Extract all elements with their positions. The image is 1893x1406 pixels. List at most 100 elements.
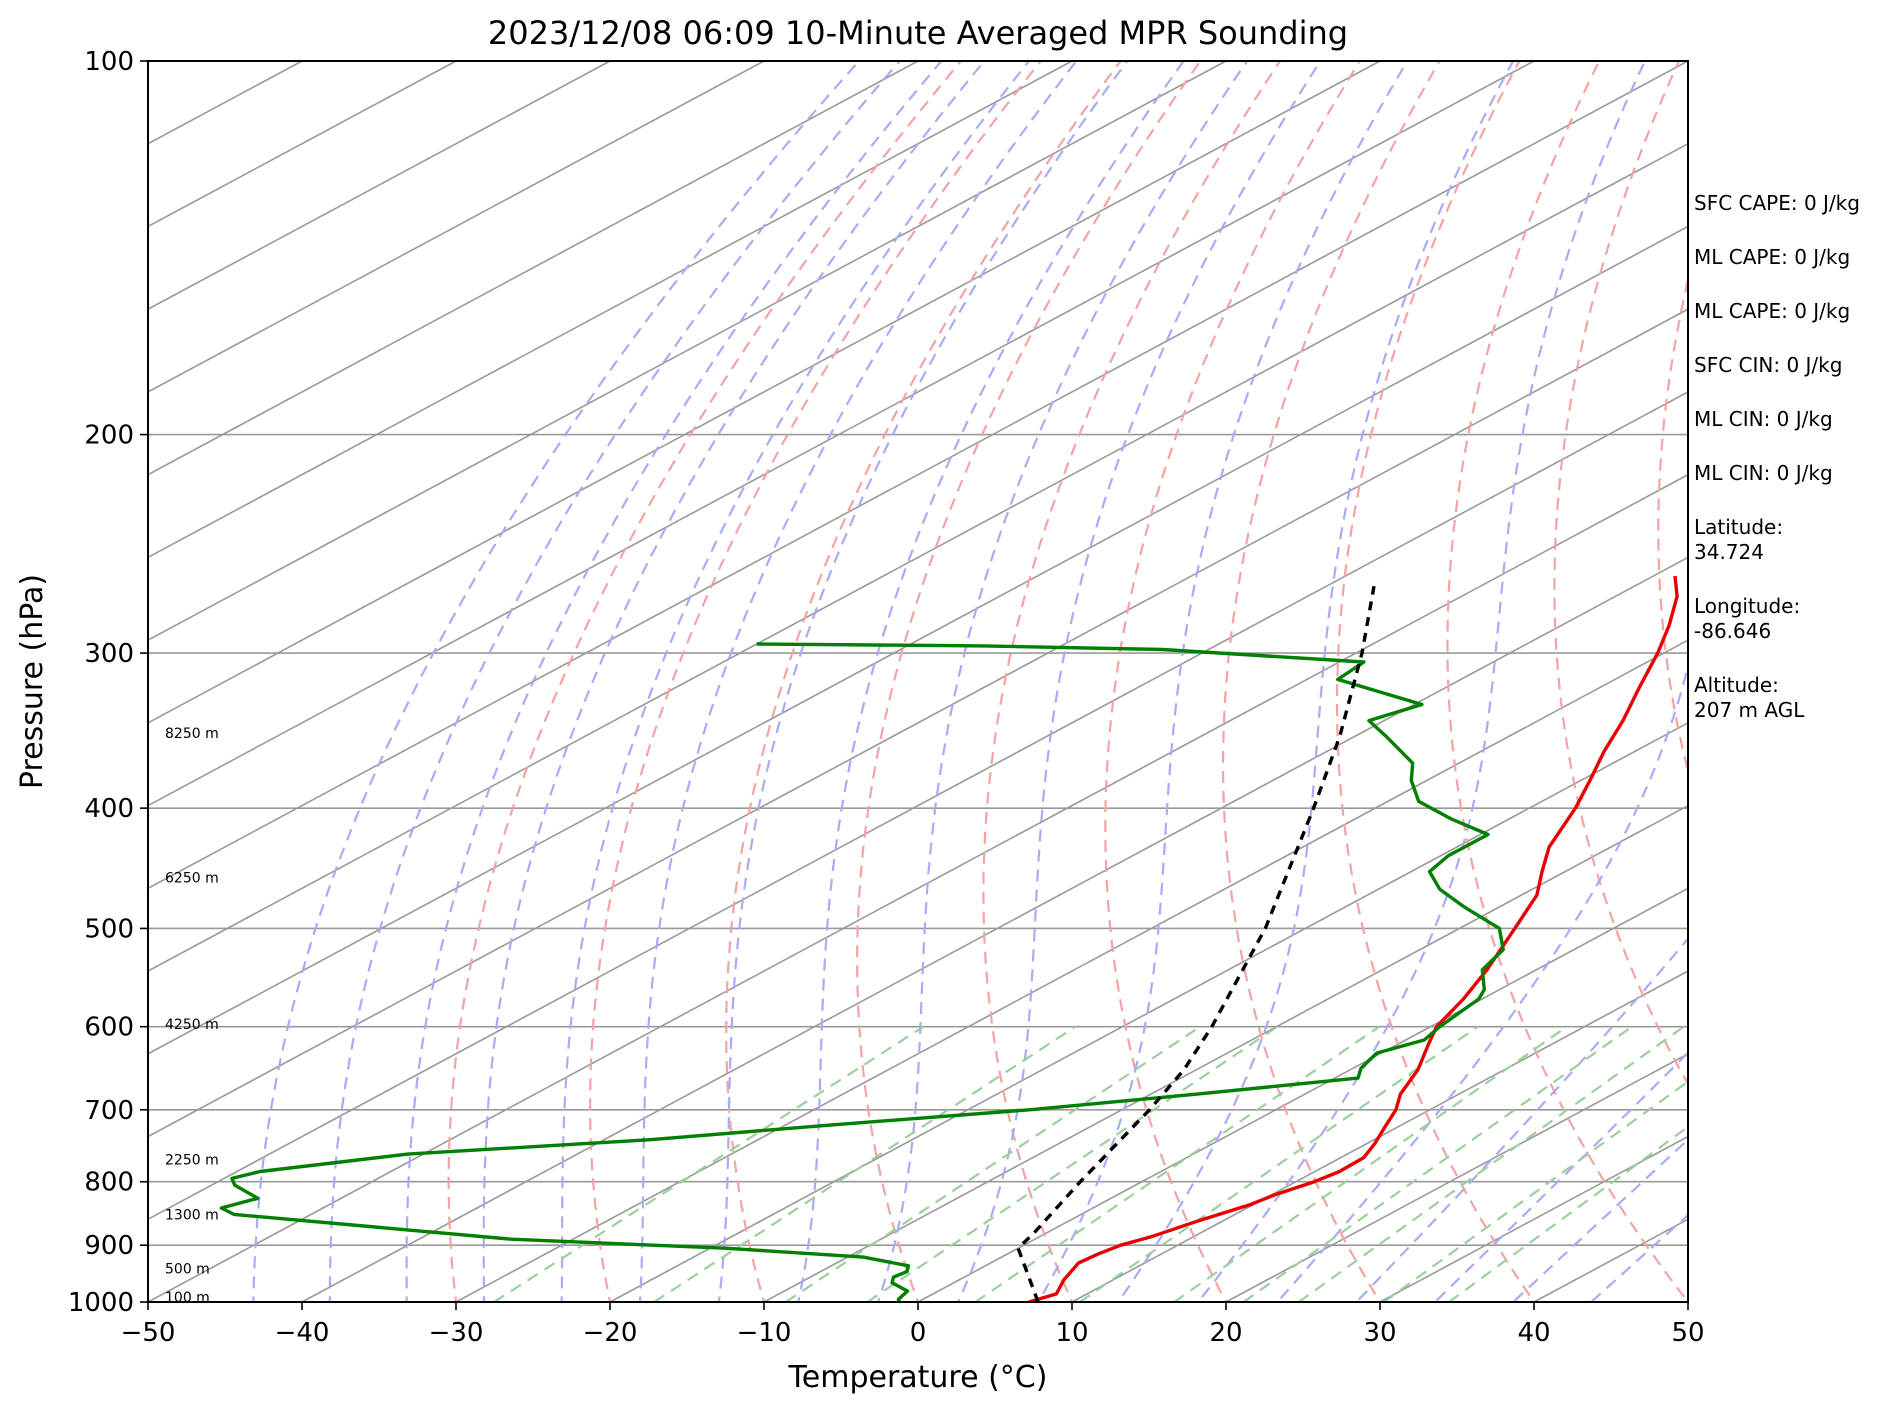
y-tick-label: 500 [84, 914, 134, 944]
isotherm-line [301, 556, 1688, 1302]
info-item: Altitude: 207 m AGL [1694, 673, 1805, 722]
moist-adiabat-line [252, 61, 861, 1302]
moist-adiabat-line [1511, 1138, 1688, 1302]
isotherm-line [763, 804, 1688, 1302]
moist-adiabat-line [1589, 1213, 1688, 1302]
isotherm-line [148, 225, 1688, 1055]
dry-adiabat-line [447, 61, 963, 1302]
moist-adiabat-line [482, 61, 986, 1302]
y-tick-label: 800 [84, 1168, 134, 1198]
height-marker-label: 500 m [165, 1262, 210, 1278]
isotherm-line [148, 142, 1688, 972]
isotherm-line [609, 721, 1688, 1302]
isotherm-line [148, 473, 1688, 1302]
info-item: SFC CIN: 0 J/kg [1694, 353, 1843, 377]
height-marker-label: 8250 m [165, 726, 219, 742]
dry-adiabat-line [1446, 61, 1688, 1302]
isotherm-line [148, 61, 1227, 642]
dry-adiabat-line [1657, 275, 1688, 776]
x-tick-label: 40 [1517, 1318, 1550, 1348]
moist-adiabat-line [1037, 61, 1409, 1302]
moist-adiabat-line [1196, 61, 1647, 1302]
info-item: ML CAPE: 0 J/kg [1694, 299, 1851, 323]
isotherm-line [148, 61, 1073, 559]
dry-adiabat-line [1221, 61, 1441, 1302]
moist-adiabat-line [1276, 662, 1688, 1302]
height-marker-label: 6250 m [165, 871, 219, 887]
x-axis-label: Temperature (°C) [788, 1360, 1048, 1395]
info-item: Longitude: -86.646 [1694, 594, 1801, 643]
height-marker-label: 2250 m [165, 1153, 219, 1169]
isotherm-line [148, 61, 611, 311]
y-tick-label: 1000 [68, 1288, 134, 1318]
info-item: ML CAPE: 0 J/kg [1694, 245, 1851, 269]
mixing-ratio-line [653, 1025, 1077, 1302]
dry-adiabat-line [1553, 61, 1688, 1087]
parcel-path [1016, 585, 1376, 1302]
isotherm-line [148, 308, 1688, 1138]
moist-adiabat-line [1117, 61, 1515, 1302]
x-tick-label: −10 [737, 1318, 792, 1348]
x-tick-label: 50 [1671, 1318, 1704, 1348]
dry-adiabat-line [588, 61, 1043, 1302]
isotherm-line [148, 61, 919, 476]
mixing-ratio-line [866, 1025, 1278, 1302]
x-tick-label: 10 [1055, 1318, 1088, 1348]
moist-adiabat-line [405, 61, 943, 1302]
dry-adiabat-line [855, 61, 1202, 1302]
dry-adiabat-line [1335, 61, 1536, 1302]
y-tick-label: 300 [84, 639, 134, 669]
x-tick-label: −40 [275, 1318, 330, 1348]
sounding-profiles [219, 575, 1679, 1302]
moist-adiabat-line [638, 61, 1078, 1302]
mixing-ratio-line [1079, 1025, 1479, 1302]
height-marker-label: 4250 m [165, 1017, 219, 1033]
x-tick-label: −50 [121, 1318, 176, 1348]
y-tick-label: 100 [84, 47, 134, 77]
x-tick-label: −20 [583, 1318, 638, 1348]
x-axis: −50 −40 −30 −20 −10 0 10 20 30 40 50 [121, 1302, 1705, 1348]
mixing-ratio-line [974, 1025, 1380, 1302]
moist-adiabat-line [956, 61, 1322, 1302]
moist-adiabat-line [1354, 936, 1688, 1302]
isotherm-line [148, 61, 1381, 724]
moist-adiabat-line [717, 61, 1129, 1302]
isotherm-line [148, 61, 1688, 890]
isotherm-line [148, 61, 457, 228]
dry-adiabat-line [725, 61, 1122, 1302]
dewpoint-profile [219, 642, 1505, 1302]
x-tick-label: 0 [910, 1318, 927, 1348]
x-tick-label: −30 [429, 1318, 484, 1348]
y-tick-label: 400 [84, 794, 134, 824]
isotherm-line [148, 391, 1688, 1221]
y-axis: 100 200 300 400 500 600 700 800 900 1000 [68, 47, 148, 1318]
info-item: Latitude: 34.724 [1694, 515, 1784, 564]
info-item: ML CIN: 0 J/kg [1694, 461, 1833, 485]
mixing-ratio-line [1173, 1025, 1568, 1302]
isotherm-line [1071, 970, 1688, 1302]
chart-title: 2023/12/08 06:09 10-Minute Averaged MPR … [488, 14, 1348, 52]
height-marker-label: 1300 m [165, 1207, 219, 1223]
moist-adiabat-line [328, 61, 902, 1302]
isotherm-line [455, 639, 1688, 1302]
moist-adiabat-line [1433, 1051, 1688, 1302]
y-tick-label: 900 [84, 1231, 134, 1261]
moist-adiabat-line [560, 61, 1031, 1302]
info-item: ML CIN: 0 J/kg [1694, 407, 1833, 431]
mixing-ratio-line [1298, 1025, 1685, 1302]
isotherm-line [917, 887, 1688, 1302]
moist-adiabat-line [797, 61, 1185, 1302]
x-tick-label: 30 [1363, 1318, 1396, 1348]
y-tick-label: 200 [84, 421, 134, 451]
x-tick-label: 20 [1209, 1318, 1242, 1348]
mixing-ratio-line [493, 1025, 924, 1302]
y-axis-label: Pressure (hPa) [15, 574, 50, 789]
background-lines [148, 33, 1893, 1328]
isotherm-line [1225, 1052, 1688, 1302]
height-marker-label: 100 m [165, 1290, 210, 1306]
temperature-profile [1028, 575, 1679, 1302]
dry-adiabat-line [1857, 33, 1893, 1328]
info-item: SFC CAPE: 0 J/kg [1694, 191, 1860, 215]
y-tick-label: 600 [84, 1013, 134, 1043]
